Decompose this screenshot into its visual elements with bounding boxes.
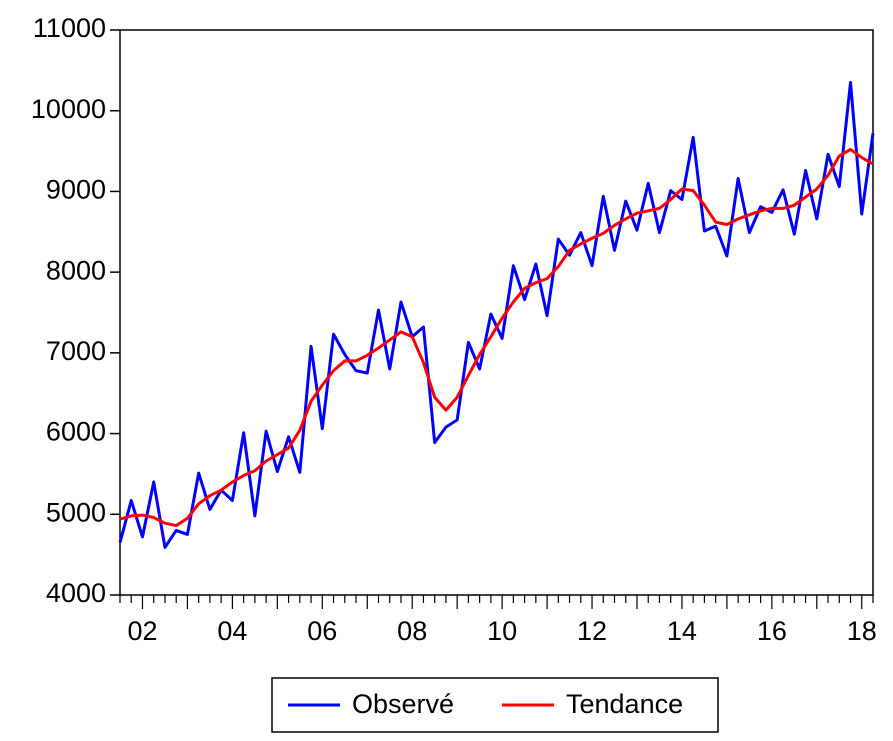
y-tick-label: 5000 — [46, 497, 106, 527]
y-tick-label: 10000 — [31, 94, 106, 124]
y-tick-label: 11000 — [33, 13, 106, 43]
x-tick-label: 08 — [397, 616, 427, 646]
x-tick-label: 18 — [847, 616, 877, 646]
y-tick-label: 4000 — [46, 578, 106, 608]
y-tick-label: 8000 — [46, 255, 106, 285]
legend-label: Tendance — [566, 689, 683, 719]
legend-box — [271, 677, 719, 733]
y-tick-label: 6000 — [46, 417, 106, 447]
x-tick-label: 14 — [667, 616, 697, 646]
plot-frame — [119, 29, 874, 596]
x-tick-label: 04 — [217, 616, 247, 646]
series-line — [118, 80, 875, 549]
series-line — [119, 147, 874, 528]
x-tick-label: 12 — [577, 616, 607, 646]
x-tick-label: 06 — [307, 616, 337, 646]
x-tick-label: 10 — [487, 616, 517, 646]
x-tick-label: 02 — [127, 616, 157, 646]
y-tick-label: 7000 — [46, 336, 106, 366]
legend-label: Observé — [352, 689, 454, 719]
y-tick-label: 9000 — [46, 175, 106, 205]
x-tick-label: 16 — [757, 616, 787, 646]
